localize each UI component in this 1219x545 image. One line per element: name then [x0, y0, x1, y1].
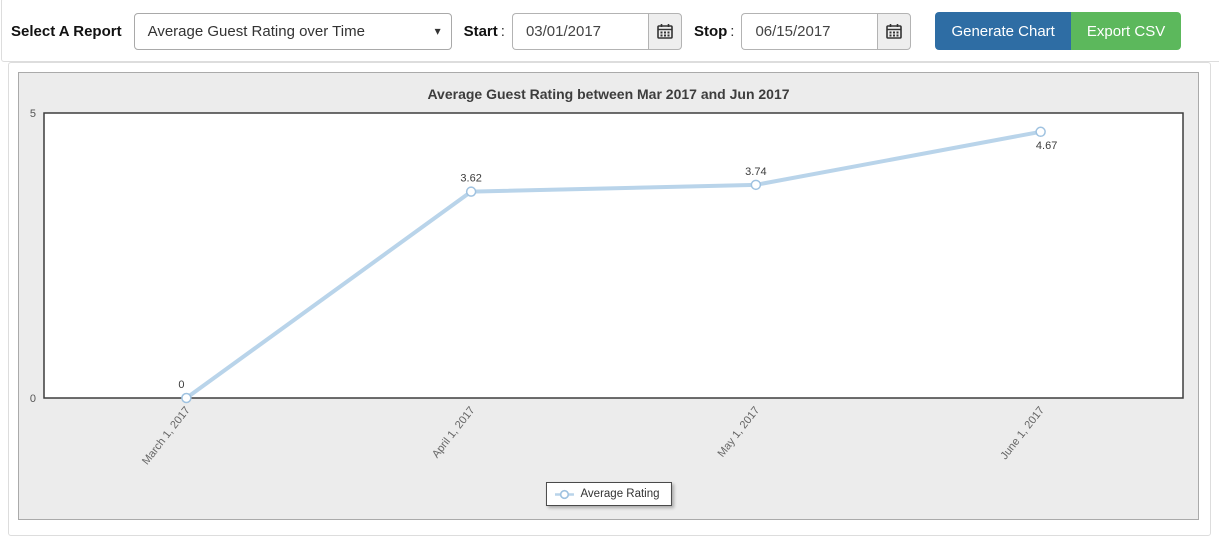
legend-marker-icon [554, 489, 574, 499]
data-point-label: 3.62 [460, 173, 481, 185]
stop-label: Stop [693, 22, 728, 40]
start-date-group [511, 12, 682, 50]
stop-date-group [741, 12, 912, 50]
start-label: Start [463, 22, 498, 40]
data-point-label: 3.74 [745, 166, 766, 178]
generate-chart-button[interactable]: Generate Chart [935, 12, 1071, 50]
data-point-label: 4.67 [1036, 140, 1057, 152]
chart-canvas: 0 5 March 1, 2017 April 1, 2017 May 1, 2017 J… [30, 108, 1184, 467]
plot-area [43, 112, 1184, 399]
caret-down-icon: ▾ [434, 24, 441, 38]
chart-line [184, 129, 1043, 400]
start-calendar-addon[interactable] [647, 12, 682, 50]
data-point-label: 0 [178, 379, 184, 391]
export-csv-button[interactable]: Export CSV [1070, 12, 1182, 50]
x-tick-label: March 1, 2017 [140, 404, 193, 467]
data-point-marker[interactable] [750, 179, 762, 191]
select-report-label: Select A Report [11, 22, 122, 40]
chart-container: Average Guest Rating between Mar 2017 an… [18, 72, 1199, 520]
chart-legend[interactable]: Average Rating [545, 482, 672, 506]
x-tick-label: June 1, 2017 [998, 404, 1047, 462]
chart-panel: Average Guest Rating between Mar 2017 an… [8, 62, 1211, 536]
data-point-marker[interactable] [465, 186, 477, 197]
start-date-input[interactable] [511, 12, 648, 50]
x-tick-label: May 1, 2017 [716, 404, 763, 459]
stop-calendar-addon[interactable] [877, 12, 912, 50]
report-select-value: Average Guest Rating over Time [147, 22, 365, 40]
legend-label: Average Rating [580, 488, 660, 500]
y-tick-label: 0 [30, 393, 36, 405]
data-point-marker[interactable] [1035, 126, 1046, 138]
stop-colon: : [730, 22, 735, 40]
chart-title: Average Guest Rating between Mar 2017 an… [427, 86, 790, 102]
data-point-marker[interactable] [181, 392, 192, 404]
toolbar-buttons: Generate Chart Export CSV [935, 12, 1182, 50]
calendar-icon [886, 24, 903, 39]
stop-date-input[interactable] [741, 12, 878, 50]
calendar-icon [657, 24, 673, 39]
report-select[interactable]: Average Guest Rating over Time ▾ [133, 12, 452, 50]
report-toolbar: Select A Report Average Guest Rating ove… [1, 0, 1219, 62]
start-colon: : [500, 22, 505, 40]
y-tick-label: 5 [30, 108, 36, 120]
x-tick-label: April 1, 2017 [430, 404, 477, 460]
